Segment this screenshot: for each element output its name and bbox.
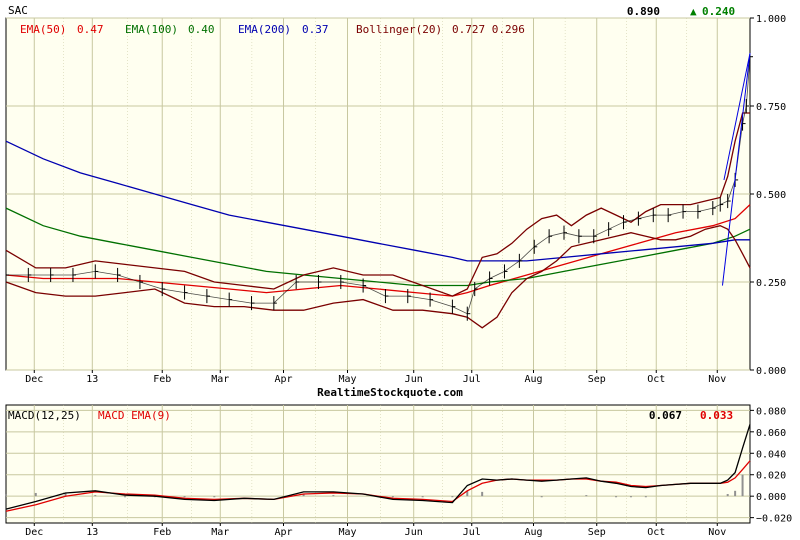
macd-ytick-label: 0.020 xyxy=(756,471,786,482)
macd-xtick-label: Dec xyxy=(25,527,43,538)
main-ytick-label: 0.250 xyxy=(756,278,786,289)
trend-line-upper xyxy=(721,53,751,286)
bollinger-lower-line xyxy=(5,225,751,329)
macd-xtick-label: Mar xyxy=(211,527,229,538)
macd-x-ticks: Dec 13 Feb Mar Apr May Jun Jul Aug Sep Oct Nov xyxy=(25,523,726,538)
main-xtick-label: 13 xyxy=(86,374,98,385)
macd-ytick-label: 0.040 xyxy=(756,449,786,460)
macd-xtick-label: Jul xyxy=(463,527,481,538)
bollinger-upper-line xyxy=(5,112,750,297)
main-xtick-label: Feb xyxy=(153,374,171,385)
ema-200-line xyxy=(5,140,750,262)
legend-ema200-value: 0.37 xyxy=(302,23,329,36)
main-xtick-label: Oct xyxy=(647,374,665,385)
main-y-ticks: 0.000 0.250 0.500 0.750 1.000 xyxy=(750,14,786,377)
change-up-icon: ▲ xyxy=(690,5,697,18)
legend-ema200-label: EMA(200) xyxy=(238,23,291,36)
macd-label: MACD(12,25) xyxy=(8,409,81,422)
legend-bollinger-label: Bollinger(20) xyxy=(356,23,442,36)
legend-ema50-label: EMA(50) xyxy=(20,23,66,36)
macd-ytick-label: −0.020 xyxy=(756,514,792,525)
change-value: 0.240 xyxy=(702,5,735,18)
main-xtick-label: Jul xyxy=(463,374,481,385)
watermark: RealtimeStockquote.com xyxy=(317,386,463,399)
main-xtick-label: Sep xyxy=(588,374,606,385)
legend-ema100-value: 0.40 xyxy=(188,23,215,36)
macd-xtick-label: Oct xyxy=(647,527,665,538)
macd-xtick-label: Apr xyxy=(274,527,292,538)
main-xtick-label: Jun xyxy=(405,374,423,385)
macd-grid xyxy=(6,405,750,523)
legend-ema100-label: EMA(100) xyxy=(125,23,178,36)
macd-ytick-label: 0.060 xyxy=(756,428,786,439)
macd-ytick-label: 0.000 xyxy=(756,492,786,503)
ema-100-line xyxy=(5,207,751,287)
main-ytick-label: 0.750 xyxy=(756,102,786,113)
trend-line-lower xyxy=(723,53,751,181)
main-x-ticks: Dec 13 Feb Mar Apr May Jun Jul Aug Sep Oct Nov xyxy=(25,370,726,385)
price-line xyxy=(6,56,751,315)
main-ytick-label: 0.500 xyxy=(756,190,786,201)
main-xtick-label: Aug xyxy=(524,374,542,385)
macd-xtick-label: Feb xyxy=(153,527,171,538)
macd-line xyxy=(5,424,751,510)
macd-value: 0.067 xyxy=(649,409,682,422)
macd-signal-value: 0.033 xyxy=(700,409,733,422)
symbol-label: SAC xyxy=(8,4,28,17)
macd-y-ticks: −0.020 0.000 0.020 0.040 0.060 0.080 xyxy=(750,406,792,525)
macd-signal-label: MACD EMA(9) xyxy=(98,409,171,422)
main-xtick-label: Nov xyxy=(708,374,726,385)
main-ytick-label: 0.000 xyxy=(756,366,786,377)
legend-ema50-value: 0.47 xyxy=(77,23,104,36)
macd-xtick-label: Sep xyxy=(588,527,606,538)
main-xtick-label: Apr xyxy=(274,374,292,385)
legend-bollinger-value: 0.727 0.296 xyxy=(452,23,525,36)
macd-xtick-label: Jun xyxy=(405,527,423,538)
last-price: 0.890 xyxy=(627,5,660,18)
macd-xtick-label: Nov xyxy=(708,527,726,538)
ema-50-line xyxy=(5,204,751,297)
macd-panel xyxy=(5,404,751,524)
macd-series xyxy=(5,424,751,512)
main-xtick-label: May xyxy=(338,374,356,385)
macd-xtick-label: May xyxy=(338,527,356,538)
main-xtick-label: Mar xyxy=(211,374,229,385)
macd-ytick-label: 0.080 xyxy=(756,406,786,417)
macd-xtick-label: Aug xyxy=(524,527,542,538)
main-series xyxy=(5,49,753,329)
main-grid xyxy=(6,17,750,371)
macd-xtick-label: 13 xyxy=(86,527,98,538)
main-ytick-label: 1.000 xyxy=(756,14,786,25)
main-xtick-label: Dec xyxy=(25,374,43,385)
